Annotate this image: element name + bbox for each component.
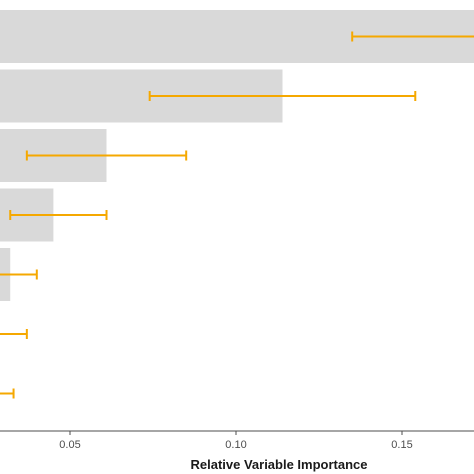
x-tick-label: 0.10 bbox=[225, 439, 246, 451]
error-bars-layer bbox=[0, 31, 474, 399]
error-bar bbox=[0, 388, 15, 399]
x-axis-title: Relative Variable Importance bbox=[190, 457, 367, 472]
x-axis-ticks: 0.05 0.10 0.15 bbox=[59, 431, 413, 451]
x-tick-label: 0.15 bbox=[391, 439, 412, 451]
x-tick-label: 0.05 bbox=[59, 439, 80, 451]
error-bar bbox=[9, 210, 108, 220]
error-bar bbox=[148, 91, 417, 101]
error-bar bbox=[351, 31, 474, 42]
error-bar bbox=[0, 329, 28, 339]
error-bar bbox=[25, 150, 188, 161]
error-bar bbox=[0, 269, 38, 280]
